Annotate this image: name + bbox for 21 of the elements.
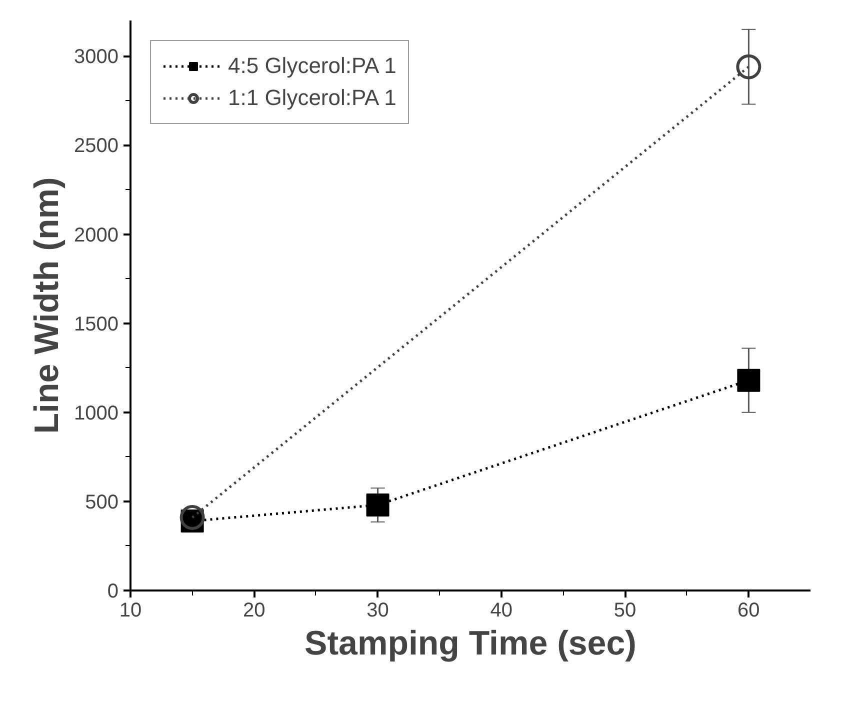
point	[366, 494, 390, 516]
point	[180, 504, 205, 530]
legend-label: 4:5 Glycerol:PA 1	[228, 53, 396, 79]
legend-label: 1:1 Glycerol:PA 1	[228, 85, 396, 111]
y-tick-label: 1000	[74, 402, 119, 424]
point	[736, 54, 762, 80]
y-axis-title: Line Width (nm)	[28, 177, 66, 434]
point	[737, 368, 760, 392]
y-tick-label: 2500	[74, 135, 119, 158]
x-tick-label: 20	[243, 600, 266, 622]
y-tick-label: 2000	[74, 224, 119, 246]
x-tick-label: 50	[614, 600, 636, 622]
y-tick-label: 1500	[74, 313, 119, 336]
y-tick-label: 500	[85, 491, 119, 514]
y-tick-label: 3000	[74, 46, 119, 68]
x-tick-label: 10	[119, 600, 142, 622]
x-tick-label: 30	[366, 600, 389, 622]
x-tick-label: 40	[490, 600, 513, 622]
x-axis-title: Stamping Time (sec)	[304, 624, 636, 662]
x-tick-label: 60	[738, 600, 760, 622]
y-tick-label: 0	[107, 580, 118, 602]
